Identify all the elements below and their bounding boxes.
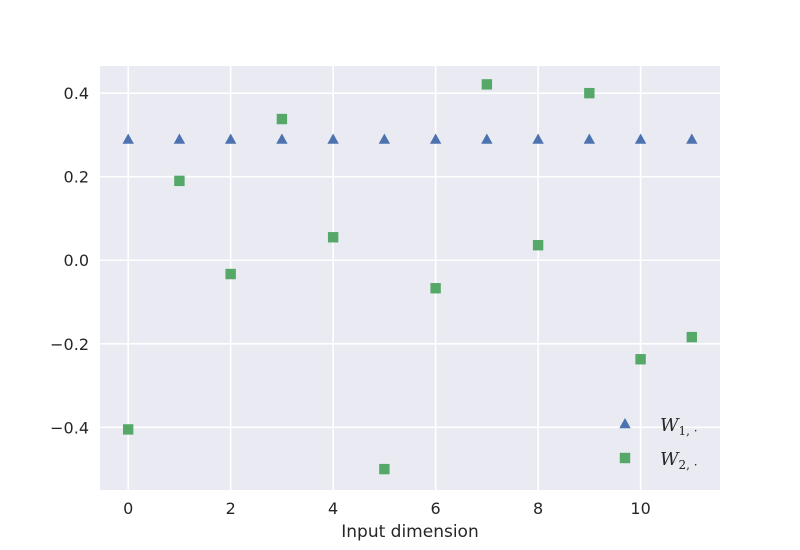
square-point-series-2 <box>379 463 390 475</box>
square-point-series-2 <box>584 87 595 99</box>
plot-area <box>100 66 720 490</box>
y-tick-label: 0.0 <box>64 251 89 270</box>
legend-label-subscript: 2, · <box>679 458 698 472</box>
legend-label-series-2: W2, · <box>660 449 698 472</box>
x-tick-label: 2 <box>226 499 236 518</box>
legend-label-main: W <box>660 415 680 436</box>
y-tick-label: 0.2 <box>64 168 89 187</box>
y-axis-ticks: −0.4 −0.2 0.0 0.2 0.4 <box>50 84 89 437</box>
triangle-point-series-1 <box>122 133 134 144</box>
triangle-point-series-1 <box>634 133 647 144</box>
legend-label-subscript: 1, · <box>679 424 698 438</box>
y-tick-label: −0.2 <box>50 335 89 354</box>
legend-label-series-1: W1, · <box>660 415 698 438</box>
square-point-series-2 <box>327 232 339 243</box>
y-tick-label: 0.4 <box>64 84 89 103</box>
legend-marker-series-2 <box>619 452 631 464</box>
triangle-point-series-1 <box>429 133 442 144</box>
legend-label-main: W <box>660 449 680 470</box>
triangle-point-series-1 <box>276 133 288 144</box>
triangle-point-series-1 <box>224 133 237 144</box>
triangle-point-series-1 <box>327 133 339 144</box>
data-points <box>122 79 698 475</box>
square-point-series-2 <box>481 79 493 90</box>
square-point-series-2 <box>635 354 646 365</box>
square-point-series-2 <box>276 113 288 125</box>
triangle-point-series-1 <box>532 133 544 144</box>
square-point-series-2 <box>532 240 544 251</box>
triangle-point-series-1 <box>481 133 493 144</box>
triangle-point-series-1 <box>583 133 596 144</box>
x-tick-label: 8 <box>533 499 543 518</box>
legend-marker-series-1 <box>619 418 631 429</box>
legend: W1, ·W2, · <box>619 415 698 472</box>
y-tick-label: −0.4 <box>50 418 89 437</box>
square-point-series-2 <box>430 283 441 294</box>
square-point-series-2 <box>686 331 698 343</box>
square-point-series-2 <box>174 175 185 187</box>
x-tick-label: 10 <box>630 499 650 518</box>
x-tick-label: 0 <box>123 499 133 518</box>
triangle-point-series-1 <box>686 133 698 144</box>
x-tick-label: 4 <box>328 499 338 518</box>
x-axis-label: Input dimension <box>341 522 479 542</box>
triangle-point-series-1 <box>378 133 391 144</box>
square-point-series-2 <box>122 424 134 435</box>
square-point-series-2 <box>225 268 236 280</box>
x-tick-label: 6 <box>431 499 441 518</box>
triangle-point-series-1 <box>173 133 186 144</box>
x-axis-ticks: 0 2 4 6 8 10 <box>123 499 651 518</box>
